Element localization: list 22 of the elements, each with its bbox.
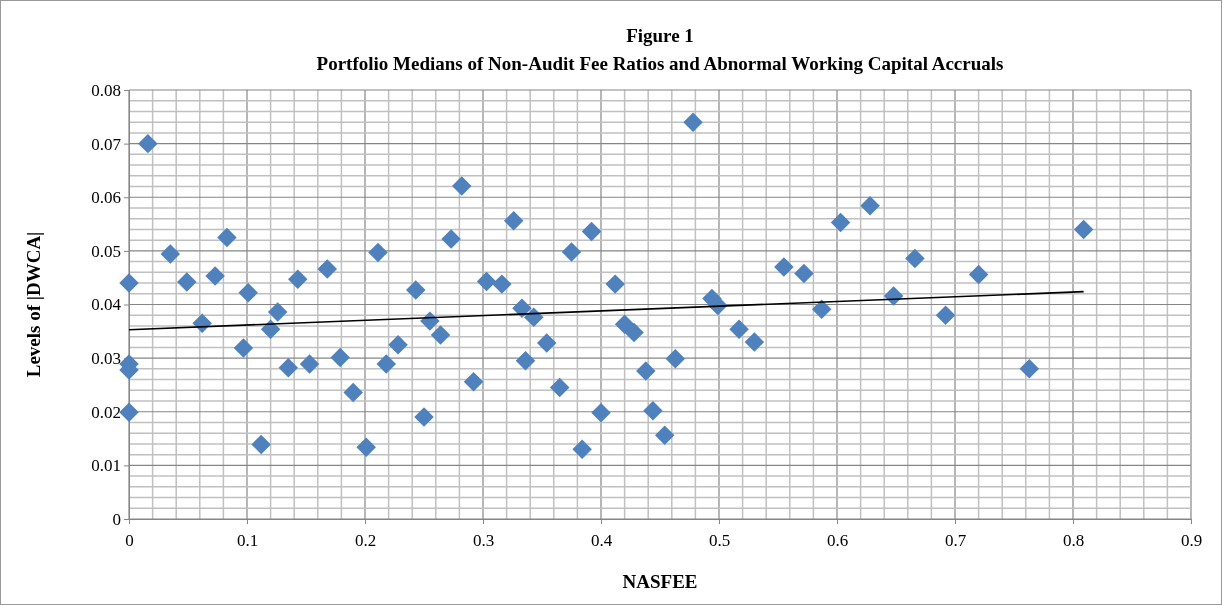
x-tick-label: 0.9 (1180, 530, 1203, 550)
y-tick-label: 0.07 (91, 134, 122, 154)
y-tick-label: 0.03 (91, 349, 121, 369)
x-tick-label: 0.3 (472, 530, 495, 550)
chart-subtitle: Portfolio Medians of Non-Audit Fee Ratios and Abnormal Working Capital Accruals (316, 53, 1004, 74)
y-tick-label: 0.08 (91, 80, 121, 100)
y-tick-label: 0.04 (91, 295, 122, 315)
x-tick-label: 0.4 (590, 530, 613, 550)
y-tick-label: 0.02 (91, 402, 121, 422)
x-tick-label: 0.5 (708, 530, 731, 550)
x-tick-label: 0.1 (236, 530, 259, 550)
y-axis-title: Levels of |DWCA| (23, 231, 44, 378)
x-tick-label: 0.7 (944, 530, 967, 550)
y-tick-label: 0.06 (91, 188, 121, 208)
x-tick-label: 0.6 (826, 530, 849, 550)
y-tick-label: 0.01 (91, 456, 121, 476)
y-tick-label: 0.05 (91, 241, 121, 261)
chart-title: Figure 1 (626, 25, 694, 46)
y-tick-label: 0 (112, 509, 121, 529)
x-tick-label: 0.8 (1062, 530, 1085, 550)
x-tick-label: 0.2 (354, 530, 377, 550)
x-axis-title: NASFEE (622, 571, 698, 592)
